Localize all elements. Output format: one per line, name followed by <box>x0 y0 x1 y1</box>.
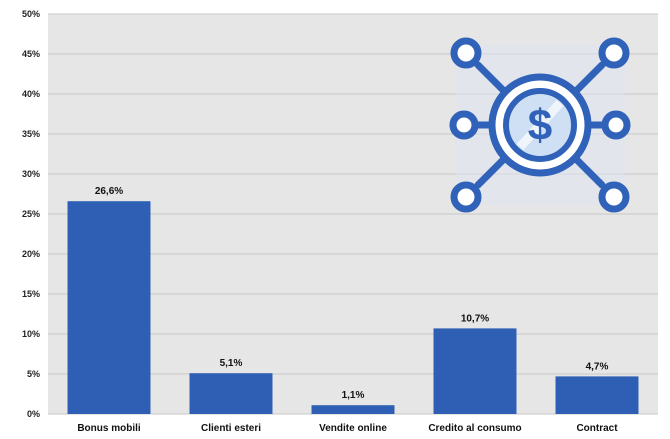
y-axis-ticks: 0% 5% 10% 15% 20% 25% 30% 35% 40% 45% 50% <box>22 9 40 419</box>
x-tick-label: Credito al consumo <box>428 423 521 434</box>
data-labels: 26,6% 5,1% 1,1% 10,7% 4,7% <box>95 186 609 401</box>
data-label: 5,1% <box>220 358 243 369</box>
network-dollar-icon: $ <box>449 37 631 213</box>
y-tick-label: 5% <box>27 369 40 379</box>
bars <box>67 201 639 414</box>
y-tick-label: 25% <box>22 209 40 219</box>
y-tick-label: 10% <box>22 329 40 339</box>
y-tick-label: 20% <box>22 249 40 259</box>
bar <box>189 373 273 414</box>
x-tick-label: Clienti esteri <box>201 423 261 434</box>
svg-text:$: $ <box>528 101 552 150</box>
y-tick-label: 30% <box>22 169 40 179</box>
data-label: 26,6% <box>95 186 123 197</box>
x-tick-label: Vendite online <box>319 423 387 434</box>
data-label: 4,7% <box>586 361 609 372</box>
bar <box>311 405 395 414</box>
y-tick-label: 50% <box>22 9 40 19</box>
y-tick-label: 35% <box>22 129 40 139</box>
data-label: 10,7% <box>461 313 489 324</box>
bar <box>433 328 517 414</box>
x-tick-label: Contract <box>576 423 618 434</box>
y-tick-label: 45% <box>22 49 40 59</box>
y-tick-label: 40% <box>22 89 40 99</box>
bar <box>555 376 639 414</box>
bar <box>67 201 151 414</box>
y-tick-label: 0% <box>27 409 40 419</box>
y-tick-label: 15% <box>22 289 40 299</box>
x-axis-labels: Bonus mobili Clienti esteri Vendite online… <box>77 423 618 434</box>
x-tick-label: Bonus mobili <box>77 423 141 434</box>
data-label: 1,1% <box>342 390 365 401</box>
